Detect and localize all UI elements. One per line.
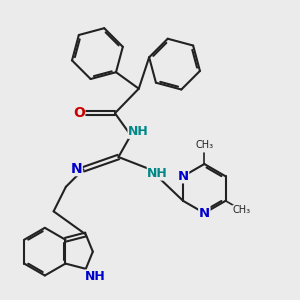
Text: N: N	[178, 170, 189, 183]
Text: CH₃: CH₃	[195, 140, 213, 150]
Text: CH₃: CH₃	[233, 205, 251, 215]
Text: N: N	[199, 207, 210, 220]
Text: O: O	[73, 106, 85, 120]
Text: N: N	[70, 162, 82, 176]
Text: NH: NH	[147, 167, 168, 180]
Text: NH: NH	[128, 125, 149, 138]
Text: NH: NH	[85, 270, 106, 283]
